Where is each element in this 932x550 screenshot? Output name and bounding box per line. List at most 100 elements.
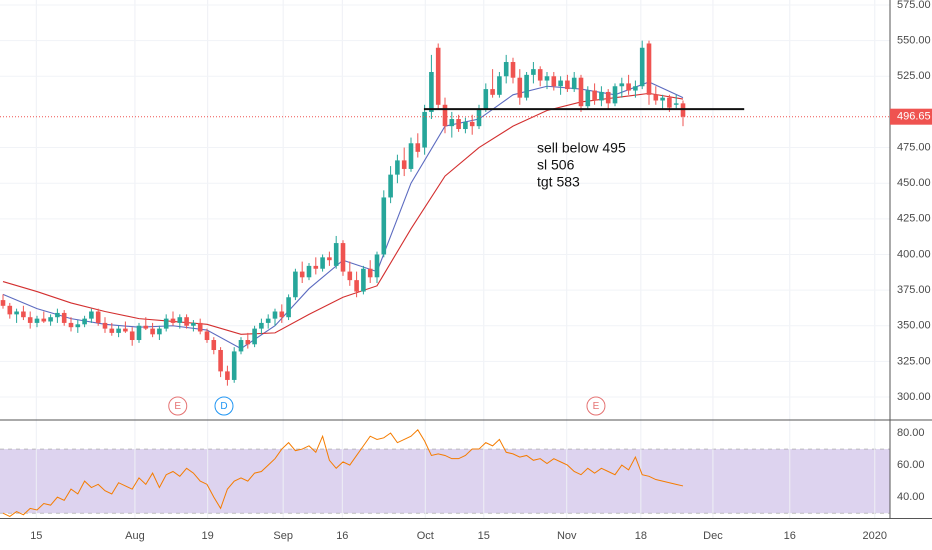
- candle-body: [143, 325, 149, 329]
- candle-body: [27, 317, 33, 323]
- x-tick-label: 2020: [863, 530, 887, 542]
- annotation: tgt 583: [537, 174, 580, 190]
- candle-body: [136, 325, 142, 341]
- y-tick-label: 300.00: [897, 391, 931, 403]
- candle-body: [102, 322, 108, 329]
- candle-body: [599, 91, 604, 101]
- candle-body: [476, 109, 482, 127]
- candle-body: [605, 91, 611, 104]
- candle-body: [653, 94, 659, 101]
- candle-body: [639, 47, 645, 87]
- candle-body: [170, 318, 176, 323]
- candle-body: [531, 69, 536, 75]
- candle-body: [633, 86, 638, 91]
- candle-body: [231, 351, 237, 380]
- moving-average: [2, 92, 684, 335]
- candle-body: [279, 311, 285, 318]
- rsi-band: [0, 449, 890, 514]
- event-marker: [168, 396, 188, 416]
- candle-body: [191, 322, 196, 326]
- event-label: D: [220, 401, 227, 412]
- y-tick-label: 475.00: [897, 141, 931, 153]
- x-tick-label: Nov: [557, 530, 577, 542]
- candle-body: [354, 280, 359, 292]
- candle-body: [82, 318, 87, 325]
- candle-body: [225, 371, 230, 380]
- candle-body: [313, 265, 319, 269]
- y-tick-label: 525.00: [897, 70, 931, 82]
- candle-body: [510, 62, 516, 78]
- candle-body: [14, 311, 19, 315]
- annotation: sell below 495: [537, 140, 626, 156]
- candle-body: [435, 47, 441, 105]
- y-tick-label: 375.00: [897, 284, 931, 296]
- candle-body: [116, 328, 121, 333]
- y-tick-label: 60.00: [897, 459, 925, 471]
- candle-body: [204, 331, 210, 341]
- candle-body: [252, 328, 257, 345]
- candle-body: [0, 300, 6, 306]
- candle-body: [306, 265, 312, 278]
- y-tick-label: 450.00: [897, 177, 931, 189]
- candle-body: [517, 77, 523, 98]
- candle-body: [7, 305, 13, 315]
- candle-body: [320, 257, 325, 269]
- candle-body: [245, 340, 251, 345]
- candle-body: [109, 328, 115, 333]
- candle-body: [150, 328, 155, 335]
- x-tick-label: 15: [478, 530, 490, 542]
- candle-body: [21, 311, 26, 318]
- candle-body: [333, 243, 339, 266]
- candle-body: [551, 76, 557, 87]
- candle-body: [497, 76, 502, 95]
- event-label: E: [593, 401, 600, 412]
- candle-body: [367, 268, 373, 278]
- candle-body: [197, 322, 203, 332]
- x-tick-label: 16: [336, 530, 348, 542]
- candle-body: [381, 197, 387, 255]
- y-tick-label: 350.00: [897, 320, 931, 332]
- moving-average: [2, 81, 684, 350]
- candle-body: [361, 268, 366, 292]
- candle-body: [592, 90, 597, 101]
- candle-body: [61, 312, 67, 323]
- candle-body: [456, 119, 461, 130]
- x-tick-label: Aug: [125, 530, 145, 542]
- y-tick-label: 40.00: [897, 491, 925, 503]
- candle-body: [585, 90, 591, 107]
- last-price-label: 496.65: [897, 111, 931, 123]
- x-tick-label: 18: [635, 530, 647, 542]
- x-tick-label: 15: [30, 530, 42, 542]
- x-tick-label: 16: [784, 530, 796, 542]
- candle-body: [415, 143, 421, 152]
- candle-body: [75, 324, 81, 328]
- x-tick-label: Oct: [417, 530, 434, 542]
- candle-body: [673, 103, 679, 105]
- candle-body: [524, 74, 529, 98]
- candle-body: [422, 111, 427, 148]
- candle-body: [619, 83, 625, 87]
- candle-body: [565, 80, 570, 90]
- candle-body: [395, 160, 400, 175]
- event-marker: [586, 396, 606, 416]
- candle-body: [286, 297, 291, 318]
- candle-body: [340, 243, 346, 272]
- candle-body: [578, 77, 584, 107]
- rsi-line: [2, 429, 684, 517]
- event-label: E: [174, 401, 181, 412]
- candle-body: [429, 71, 434, 112]
- candle-body: [48, 317, 53, 322]
- x-tick-label: Dec: [703, 530, 723, 542]
- candle-body: [503, 62, 509, 77]
- candle-body: [299, 271, 305, 278]
- candle-body: [442, 104, 448, 127]
- candle-body: [41, 318, 47, 322]
- candle-body: [163, 318, 169, 329]
- candle-body: [259, 322, 264, 329]
- candle-body: [129, 331, 135, 341]
- candle-body: [293, 271, 298, 298]
- candle-body: [612, 86, 618, 104]
- candle-body: [490, 89, 495, 95]
- candle-body: [401, 160, 407, 169]
